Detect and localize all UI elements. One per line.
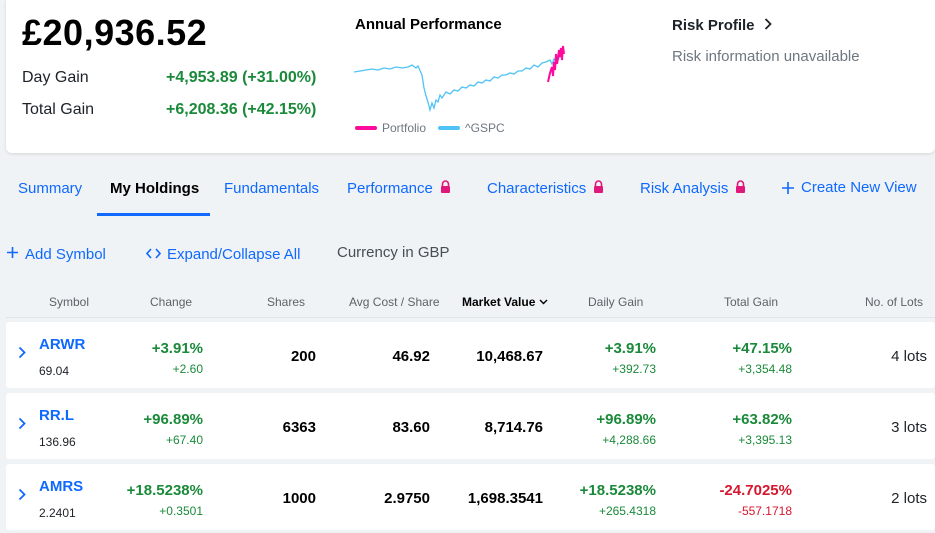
holding-daily-gain-pct: +96.89% xyxy=(596,411,656,428)
holding-total-gain-pct: -24.7025% xyxy=(719,482,792,499)
portfolio-swatch xyxy=(355,126,377,130)
holding-total-gain-pct: +63.82% xyxy=(732,411,792,428)
gspc-series-line xyxy=(353,54,563,113)
col-daily-gain[interactable]: Daily Gain xyxy=(588,295,644,309)
holding-change-abs: +67.40 xyxy=(165,433,203,447)
holding-total-gain-abs: -557.1718 xyxy=(737,504,792,518)
holding-daily-gain-pct: +18.5238% xyxy=(579,482,656,499)
expand-row-icon[interactable] xyxy=(18,417,26,435)
col-avg-cost[interactable]: Avg Cost / Share xyxy=(349,295,440,309)
holding-lots[interactable]: 4 lots xyxy=(891,348,927,365)
add-symbol-button[interactable]: Add Symbol xyxy=(6,244,106,264)
tab-summary[interactable]: Summary xyxy=(18,180,83,197)
holding-price: 69.04 xyxy=(39,364,70,378)
legend-portfolio-label: Portfolio xyxy=(382,121,427,135)
col-change[interactable]: Change xyxy=(150,295,193,309)
chart-legend: Portfolio ^GSPC xyxy=(355,121,517,135)
plus-icon xyxy=(781,181,795,195)
risk-profile-title: Risk Profile xyxy=(672,17,755,34)
holding-row[interactable]: RR.L 136.96 +96.89% +67.40 6363 83.60 8,… xyxy=(6,393,935,459)
holding-change-abs: +2.60 xyxy=(172,362,203,376)
holding-change-pct: +3.91% xyxy=(151,340,203,357)
holding-avg-cost: 83.60 xyxy=(392,419,430,436)
holding-daily-gain-abs: +265.4318 xyxy=(598,504,656,518)
holding-shares: 6363 xyxy=(282,419,316,436)
col-shares[interactable]: Shares xyxy=(267,295,306,309)
holding-total-gain-pct: +47.15% xyxy=(732,340,792,357)
tab-characteristics[interactable]: Characteristics xyxy=(487,180,604,197)
tab-my-holdings[interactable]: My Holdings xyxy=(110,180,200,197)
plus-icon xyxy=(6,244,19,264)
portfolio-series-line xyxy=(547,45,565,83)
gspc-swatch xyxy=(438,126,461,130)
holding-market-value: 8,714.76 xyxy=(484,419,543,436)
col-market-value[interactable]: Market Value xyxy=(462,295,548,309)
col-total-gain[interactable]: Total Gain xyxy=(724,295,779,309)
lock-icon xyxy=(440,180,451,197)
lock-icon xyxy=(593,180,604,197)
code-brackets-icon xyxy=(145,244,162,264)
lock-icon xyxy=(735,180,746,197)
portfolio-total-value: £20,936.52 xyxy=(22,12,208,53)
holding-shares: 1000 xyxy=(282,490,316,507)
legend-portfolio: Portfolio xyxy=(355,121,426,135)
holding-daily-gain-pct: +3.91% xyxy=(604,340,656,357)
holding-row[interactable]: AMRS 2.2401 +18.5238% +0.3501 1000 2.975… xyxy=(6,464,935,530)
holding-symbol-link[interactable]: AMRS xyxy=(39,478,84,495)
day-gain-label: Day Gain xyxy=(22,69,89,86)
legend-gspc-label: ^GSPC xyxy=(465,121,505,135)
holding-total-gain-abs: +3,395.13 xyxy=(738,433,792,447)
holding-lots[interactable]: 3 lots xyxy=(891,419,927,436)
col-symbol[interactable]: Symbol xyxy=(49,295,90,309)
total-gain-value: +6,208.36 (+42.15%) xyxy=(166,101,317,118)
holding-market-value: 1,698.3541 xyxy=(467,490,543,507)
annual-performance-title[interactable]: Annual Performance xyxy=(355,16,502,33)
chevron-right-icon xyxy=(764,17,772,34)
holding-change-pct: +18.5238% xyxy=(126,482,203,499)
sort-desc-icon xyxy=(539,299,548,305)
create-new-view-button[interactable]: Create New View xyxy=(781,179,917,196)
view-tabs: Summary My Holdings Fundamentals Perform… xyxy=(0,165,935,217)
expand-row-icon[interactable] xyxy=(18,488,26,506)
legend-gspc: ^GSPC xyxy=(438,121,505,135)
holding-price: 136.96 xyxy=(39,435,76,449)
holding-symbol-link[interactable]: ARWR xyxy=(39,336,86,353)
portfolio-summary-card: £20,936.52 Day Gain +4,953.89 (+31.00%) … xyxy=(6,0,935,153)
holding-avg-cost: 46.92 xyxy=(392,348,430,365)
tab-risk-analysis[interactable]: Risk Analysis xyxy=(640,180,746,197)
tab-performance[interactable]: Performance xyxy=(347,180,451,197)
holding-daily-gain-abs: +4,288.66 xyxy=(602,433,656,447)
holding-daily-gain-abs: +392.73 xyxy=(612,362,656,376)
holding-market-value: 10,468.67 xyxy=(476,348,543,365)
expand-row-icon[interactable] xyxy=(18,346,26,364)
holdings-table-header: Symbol Change Shares Avg Cost / Share Ma… xyxy=(6,290,935,318)
tab-fundamentals[interactable]: Fundamentals xyxy=(224,180,320,197)
holding-change-pct: +96.89% xyxy=(143,411,203,428)
active-tab-indicator xyxy=(97,213,210,216)
holding-shares: 200 xyxy=(290,348,316,365)
total-gain-label: Total Gain xyxy=(22,101,95,118)
col-lots[interactable]: No. of Lots xyxy=(865,295,924,309)
holdings-actions: Add Symbol Expand/Collapse All Currency … xyxy=(0,240,935,268)
holding-symbol-link[interactable]: RR.L xyxy=(39,407,74,424)
holding-avg-cost: 2.9750 xyxy=(384,490,430,507)
risk-profile-link[interactable]: Risk Profile xyxy=(672,17,772,34)
holding-total-gain-abs: +3,354.48 xyxy=(738,362,792,376)
holding-row[interactable]: ARWR 69.04 +3.91% +2.60 200 46.92 10,468… xyxy=(6,322,935,388)
annual-performance-sparkline[interactable] xyxy=(352,40,572,116)
holding-lots[interactable]: 2 lots xyxy=(891,490,927,507)
holding-price: 2.2401 xyxy=(39,506,76,520)
expand-collapse-all-button[interactable]: Expand/Collapse All xyxy=(145,244,300,264)
risk-info-message: Risk information unavailable xyxy=(672,48,860,65)
currency-indicator: Currency in GBP xyxy=(337,244,450,261)
holding-change-abs: +0.3501 xyxy=(159,504,203,518)
day-gain-value: +4,953.89 (+31.00%) xyxy=(166,69,317,86)
